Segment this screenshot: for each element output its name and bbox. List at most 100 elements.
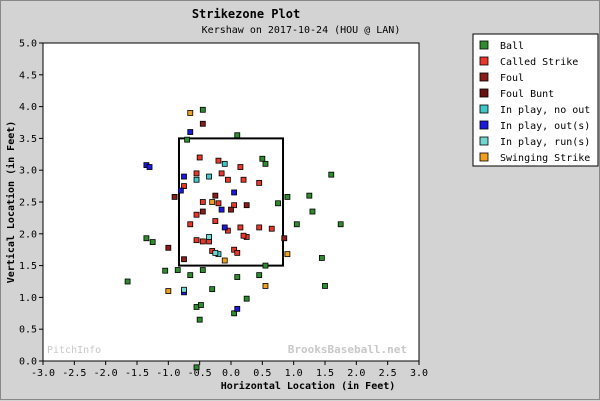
pitch-point — [187, 272, 194, 279]
pitch-point — [306, 192, 313, 199]
pitch-point — [199, 106, 206, 113]
pitch-point — [240, 232, 247, 239]
pitch-point — [262, 160, 269, 167]
pitch-point — [199, 267, 206, 273]
pitch-point — [146, 164, 153, 170]
pitch-point — [198, 302, 204, 308]
chart-axes: -3.0 -2.5 -2.0 -1.5 -1.0 -0.5 0.0 0.5 1.0 1.5 2.0 2… — [19, 39, 428, 380]
x-tick-label: 1.0 — [285, 368, 303, 379]
pitch-point — [143, 235, 150, 242]
y-tick-label: 4.0 — [19, 102, 37, 113]
pitch-point — [293, 221, 300, 228]
y-tick-label: 1.5 — [19, 261, 37, 272]
y-tick-label: 3.5 — [19, 134, 37, 145]
pitch-point — [181, 173, 187, 180]
x-tick-label: -0.5 — [188, 368, 212, 379]
pitch-point — [218, 170, 225, 177]
pitch-point — [193, 176, 200, 183]
pitch-point — [275, 200, 281, 207]
pitch-point — [309, 208, 316, 215]
pitch-point — [262, 262, 269, 269]
pitch-point — [199, 120, 206, 127]
pitch-point — [187, 110, 194, 116]
legend-swatch — [479, 40, 489, 50]
pitch-point — [193, 211, 200, 218]
x-tick-label: -2.5 — [62, 368, 86, 379]
y-tick-label: 2.5 — [19, 198, 37, 209]
x-tick-label: -1.5 — [125, 368, 149, 379]
pitch-point — [187, 129, 194, 135]
legend-label: Foul Bunt — [500, 89, 554, 100]
pitch-point — [234, 249, 241, 256]
legend-label: Swinging Strike — [500, 153, 590, 164]
pitch-point — [215, 157, 222, 164]
plot-area — [42, 42, 420, 362]
pitch-point — [171, 194, 178, 200]
pitch-point — [206, 173, 212, 180]
chart-marks — [124, 106, 344, 371]
legend-swatch — [479, 88, 489, 98]
chart-title: Strikezone Plot — [192, 7, 300, 21]
pitch-point — [240, 176, 247, 183]
legend-label: Called Strike — [500, 57, 578, 68]
pitch-point — [224, 176, 231, 183]
x-tick-label: 0.5 — [253, 368, 271, 379]
pitch-point — [237, 224, 244, 231]
y-tick-label: 0.5 — [19, 325, 37, 336]
pitch-point — [234, 305, 241, 312]
legend-box — [472, 33, 599, 167]
legend-swatch — [479, 72, 489, 82]
pitch-point — [218, 206, 225, 213]
pitch-point — [221, 257, 228, 264]
pitch-point — [256, 224, 263, 231]
pitch-point — [177, 187, 184, 194]
pitch-point — [212, 192, 219, 199]
pitch-point — [181, 286, 187, 293]
pitch-point — [209, 199, 216, 205]
x-tick-label: -3.0 — [31, 368, 55, 379]
legend-swatch — [479, 152, 489, 162]
pitch-point — [237, 164, 244, 170]
watermark-right: BrooksBaseball.net — [288, 343, 407, 356]
pitch-point — [193, 237, 200, 244]
x-tick-label: 0.0 — [222, 368, 240, 379]
x-tick-label: 3.0 — [410, 368, 428, 379]
pitch-point — [221, 224, 228, 231]
pitch-point — [187, 221, 194, 228]
pitch-point — [228, 206, 234, 213]
y-tick-label: 3.0 — [19, 166, 37, 177]
legend-swatch — [479, 136, 489, 146]
pitch-point — [215, 200, 222, 207]
strike-zone-box — [177, 137, 285, 267]
pitch-point — [284, 194, 291, 200]
pitch-point — [199, 238, 206, 245]
pitch-point — [234, 274, 241, 280]
pitch-point — [209, 286, 216, 293]
chart-legend: Ball Called Strike Foul Foul Bunt In play, n… — [472, 33, 599, 167]
x-tick-label: 1.5 — [316, 368, 334, 379]
pitch-point — [162, 267, 169, 274]
pitch-point — [174, 267, 181, 273]
y-tick-label: 4.5 — [19, 70, 37, 81]
pitch-point — [193, 364, 200, 371]
pitch-point — [231, 189, 238, 196]
legend-label: In play, out(s) — [500, 121, 590, 132]
pitch-point — [259, 155, 266, 162]
pitch-point — [165, 244, 172, 251]
pitch-point — [181, 256, 187, 263]
pitch-point — [196, 316, 203, 323]
pitch-point — [243, 295, 250, 302]
pitch-point — [181, 183, 187, 190]
pitch-point — [231, 202, 238, 209]
y-tick-label: 1.0 — [19, 293, 37, 304]
pitch-point — [256, 180, 263, 186]
pitch-point — [221, 160, 228, 167]
pitch-point — [268, 225, 275, 232]
x-tick-label: -2.0 — [94, 368, 118, 379]
pitch-point — [231, 310, 238, 317]
pitch-point — [256, 272, 263, 279]
y-tick-label: 2.0 — [19, 229, 37, 240]
watermark-left: PitchInfo — [47, 345, 101, 356]
